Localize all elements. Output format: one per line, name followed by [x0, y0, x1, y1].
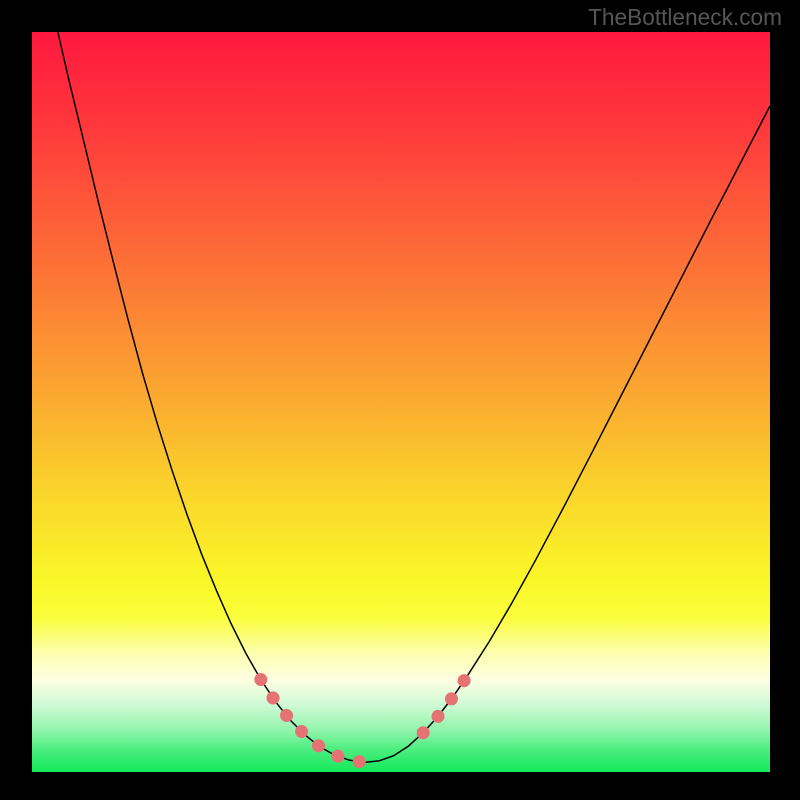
plot-background — [32, 32, 770, 772]
watermark-text: TheBottleneck.com — [588, 4, 782, 31]
plot-area — [32, 32, 770, 772]
chart-root: TheBottleneck.com — [0, 0, 800, 800]
